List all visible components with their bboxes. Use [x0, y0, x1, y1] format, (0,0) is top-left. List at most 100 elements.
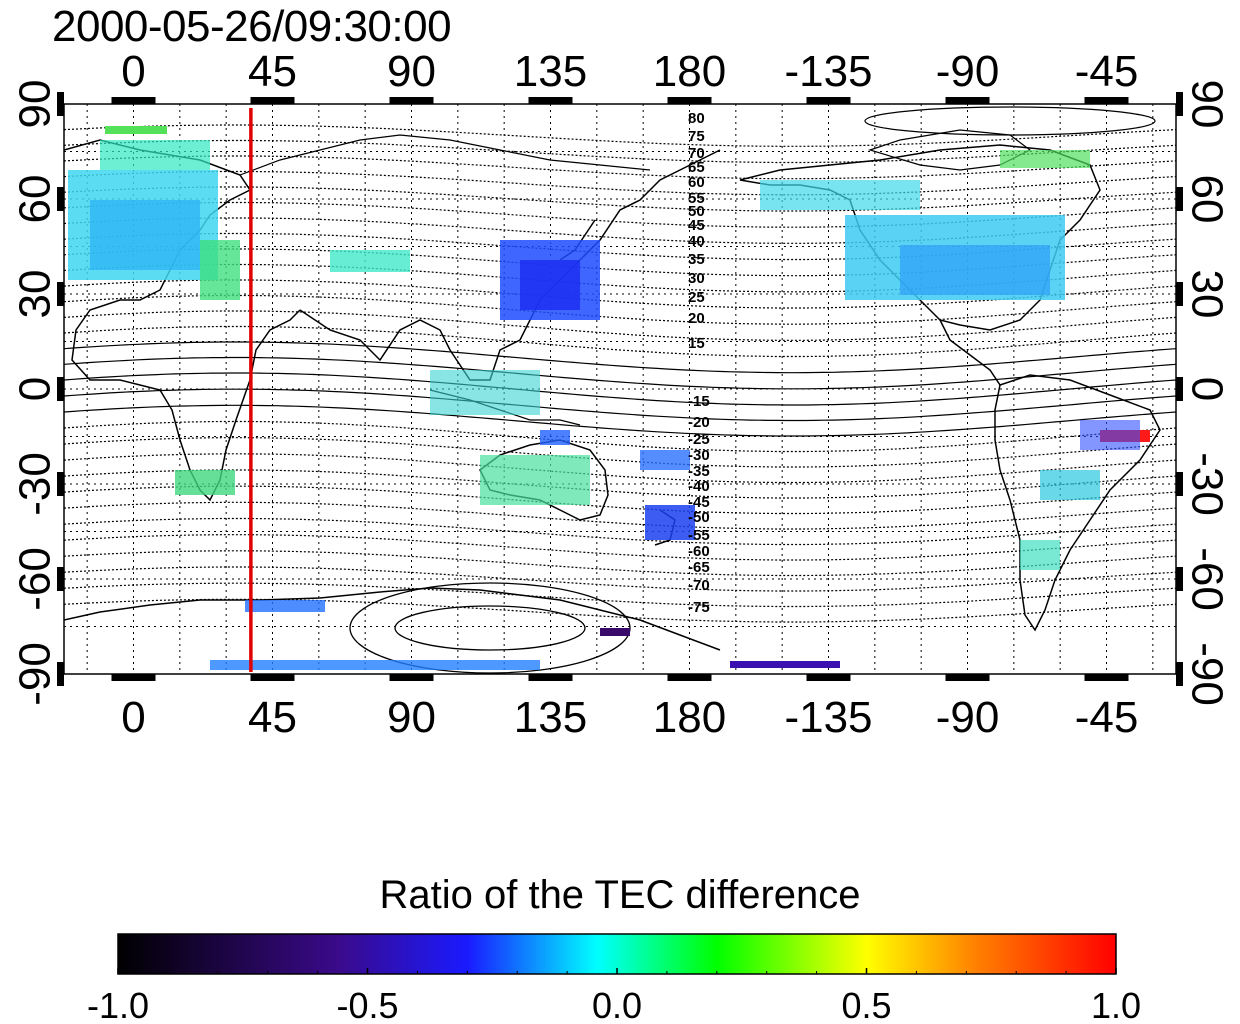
colorbar-title: Ratio of the TEC difference: [379, 873, 861, 917]
colorbar-tick-label: 1.0: [1091, 985, 1141, 1024]
contour-label: 75: [688, 128, 705, 145]
tec-patch-indonesia: [430, 370, 540, 415]
frame-tick-top: [111, 97, 156, 104]
lon-tick-label-bottom: 0: [121, 693, 145, 742]
contour-label: -65: [688, 559, 710, 576]
frame-tick-bottom: [111, 674, 156, 681]
colorbar-tick-label: 0.0: [592, 985, 642, 1024]
tec-patch-ross: [600, 628, 630, 636]
contour-loop-inner: [394, 605, 586, 651]
frame-tick-bottom: [389, 674, 434, 681]
map-gridlines: [64, 104, 1176, 674]
contour-line: [64, 124, 1176, 147]
tec-patch-antarctica-c: [245, 600, 325, 612]
timestamp-title: 2000-05-26/09:30:00: [52, 2, 452, 51]
contour-label: -75: [688, 599, 710, 616]
frame-tick-left: [57, 282, 64, 306]
tec-patch-arctic-canada: [1000, 150, 1090, 168]
frame-tick-right: [1176, 187, 1183, 211]
lat-tick-label-left: -90: [11, 642, 60, 706]
lon-tick-label-bottom: 45: [248, 693, 297, 742]
lat-tick-label-right: -90: [1182, 642, 1231, 706]
frame-tick-left: [57, 662, 64, 686]
colorbar-gradient: [117, 933, 1117, 975]
lat-tick-label-left: 0: [11, 377, 60, 401]
contour-line: [64, 582, 1176, 608]
contour-label: -60: [688, 543, 710, 560]
lon-tick-label-bottom: -45: [1075, 693, 1139, 742]
lat-tick-label-right: 0: [1182, 377, 1231, 401]
frame-tick-top: [389, 97, 434, 104]
contour-label: 45: [688, 217, 705, 234]
colorbar-tick-label: -1.0: [87, 985, 149, 1024]
lat-tick-label-left: 30: [11, 270, 60, 319]
frame-tick-right: [1176, 567, 1183, 591]
contour-line: [64, 437, 1176, 468]
tec-patch-mideast: [200, 240, 240, 300]
lat-tick-label-left: -30: [11, 452, 60, 516]
europe-africa-coast: [64, 139, 301, 502]
lat-tick-label-right: -30: [1182, 452, 1231, 516]
tec-ratio-patches: [68, 126, 1150, 670]
tec-patch-australia: [480, 455, 590, 505]
lon-tick-label-bottom: 90: [387, 693, 436, 742]
contour-line: [64, 501, 1176, 530]
tec-map: 8075706560555045403530252015-15-20-25-30…: [11, 47, 1232, 742]
coastlines: [64, 129, 1161, 651]
tec-patch-antarctica-b: [730, 661, 840, 668]
contour-label: 15: [688, 335, 705, 352]
contour-label: -45: [688, 494, 710, 511]
tec-patch-greenland-top: [105, 126, 167, 134]
lon-tick-label-bottom: -90: [936, 693, 1000, 742]
tec-patch-new-zealand: [645, 505, 695, 540]
tec-patch-south-america-blue: [1080, 420, 1140, 450]
contour-label: -25: [688, 431, 710, 448]
frame-tick-bottom: [806, 674, 851, 681]
frame-tick-left: [57, 377, 64, 401]
contour-line: [64, 310, 1176, 341]
contour-label: -15: [688, 393, 710, 410]
colorbar: -1.0 -0.5 0.0 0.5 1.0: [87, 933, 1141, 1024]
antarctica-coast: [64, 587, 721, 651]
frame-tick-right: [1176, 662, 1183, 686]
contour-label: 30: [688, 270, 705, 287]
map-frame: [57, 92, 1183, 686]
siberia-coast: [239, 134, 651, 176]
contour-lines: [64, 106, 1176, 674]
lon-tick-label-top: 180: [653, 47, 726, 96]
lon-tick-label-top: -90: [936, 47, 1000, 96]
frame-tick-left: [57, 92, 64, 116]
contour-label: -20: [688, 414, 710, 431]
axis-tick-labels: 0045459090135135180180-135-135-90-90-45-…: [11, 47, 1232, 742]
lat-tick-label-left: -60: [11, 547, 60, 611]
frame-tick-bottom: [1084, 674, 1129, 681]
frame-tick-top: [250, 97, 295, 104]
contour-label: -55: [688, 527, 710, 544]
contour-label: 55: [688, 190, 705, 207]
frame-tick-bottom: [528, 674, 573, 681]
contour-label: 80: [688, 110, 705, 127]
contour-label: -50: [688, 509, 710, 526]
lon-tick-label-bottom: 180: [653, 693, 726, 742]
contour-label: 70: [688, 145, 705, 162]
lon-tick-label-top: 90: [387, 47, 436, 96]
lon-tick-label-top: -45: [1075, 47, 1139, 96]
lat-tick-label-right: -60: [1182, 547, 1231, 611]
contour-loop-outer: [349, 582, 631, 674]
tec-patch-scandinavia: [100, 140, 210, 170]
frame-tick-top: [528, 97, 573, 104]
lat-tick-label-right: 60: [1182, 175, 1231, 224]
frame-tick-left: [57, 472, 64, 496]
tec-patch-africa-south: [175, 470, 235, 495]
central-america-coast: [939, 319, 1001, 386]
contour-label: 65: [688, 159, 705, 176]
contour-line: [64, 170, 1176, 196]
contour-label: -30: [688, 447, 710, 464]
tec-patch-central-asia: [330, 250, 410, 272]
asia-coast: [299, 149, 721, 381]
frame-tick-bottom: [945, 674, 990, 681]
tec-patch-east-asia-b: [520, 260, 580, 310]
frame-tick-right: [1176, 282, 1183, 306]
contour-label: -70: [688, 577, 710, 594]
